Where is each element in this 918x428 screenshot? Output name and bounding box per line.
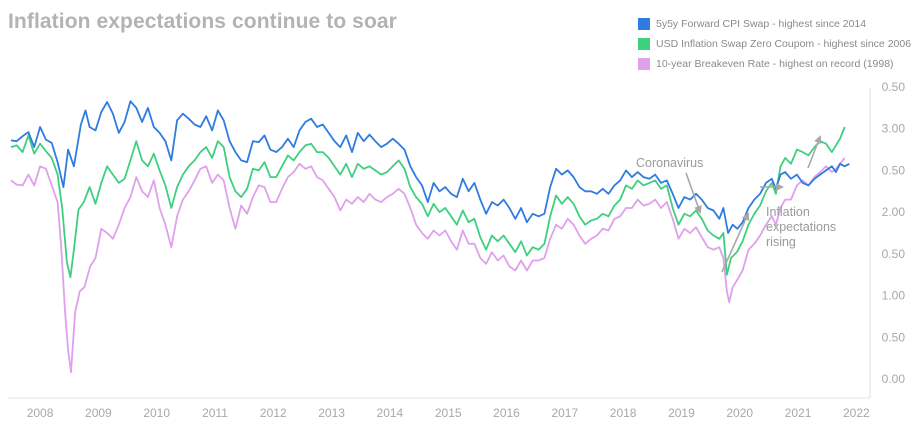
legend-label-5y5y: 5y5y Forward CPI Swap - highest since 20… [656, 18, 867, 30]
chart-title: Inflation expectations continue to soar [8, 10, 397, 33]
legend: 5y5y Forward CPI Swap - highest since 20… [638, 14, 911, 74]
annotation-coronavirus: Coronavirus [636, 156, 703, 170]
legend-swatch-5y5y [638, 18, 650, 30]
annotation-rising-line1: Inflation [766, 205, 810, 219]
y-tick-label: 0.50 [882, 330, 906, 344]
x-tick-label: 2020 [726, 406, 753, 420]
x-tick-label: 2016 [493, 406, 520, 420]
legend-item-breakeven: 10-year Breakeven Rate - highest on reco… [638, 54, 911, 74]
x-tick-label: 2010 [143, 406, 170, 420]
y-tick-label: 2.00 [882, 205, 906, 219]
legend-label-zero-coupon: USD Inflation Swap Zero Coupom - highest… [656, 38, 912, 50]
series-line-2 [10, 157, 846, 374]
annotations: Coronavirus Inflation expectations risin… [636, 135, 836, 273]
x-tick-label: 2019 [668, 406, 695, 420]
x-tick-label: 2017 [551, 406, 578, 420]
y-axis-ticks: 0.50 3.00 0.50 2.00 0.50 1.00 0.50 0.00 [882, 80, 906, 386]
x-tick-label: 2014 [377, 406, 404, 420]
x-axis-ticks: 2008 2009 2010 2011 2012 2013 2014 2015 2016 2017… [27, 406, 870, 420]
x-tick-label: 2015 [435, 406, 462, 420]
rising-arrow-1 [721, 212, 750, 273]
x-tick-label: 2022 [843, 406, 870, 420]
legend-swatch-breakeven [638, 58, 650, 70]
rising-arrow-3 [807, 135, 822, 169]
x-tick-label: 2013 [318, 406, 345, 420]
x-tick-label: 2021 [785, 406, 812, 420]
series-lines [10, 100, 850, 374]
x-tick-label: 2012 [260, 406, 287, 420]
legend-label-breakeven: 10-year Breakeven Rate - highest on reco… [656, 58, 894, 70]
x-tick-label: 2008 [27, 406, 54, 420]
coronavirus-arrow [685, 172, 702, 214]
y-tick-label: 0.50 [882, 80, 906, 94]
y-tick-label: 0.50 [882, 247, 906, 261]
legend-item-zero-coupon: USD Inflation Swap Zero Coupom - highest… [638, 34, 911, 54]
series-line-0 [10, 100, 850, 234]
x-tick-label: 2011 [202, 406, 228, 420]
annotation-rising-line3: rising [766, 235, 796, 249]
series-line-1 [10, 126, 846, 279]
y-tick-label: 0.50 [882, 163, 906, 177]
legend-item-5y5y: 5y5y Forward CPI Swap - highest since 20… [638, 14, 911, 34]
x-tick-label: 2009 [85, 406, 112, 420]
legend-swatch-zero-coupon [638, 38, 650, 50]
y-tick-label: 1.00 [882, 289, 906, 303]
x-tick-label: 2018 [610, 406, 637, 420]
annotation-rising-line2: expectations [766, 220, 836, 234]
y-tick-label: 3.00 [882, 122, 906, 136]
y-tick-label: 0.00 [882, 372, 906, 386]
